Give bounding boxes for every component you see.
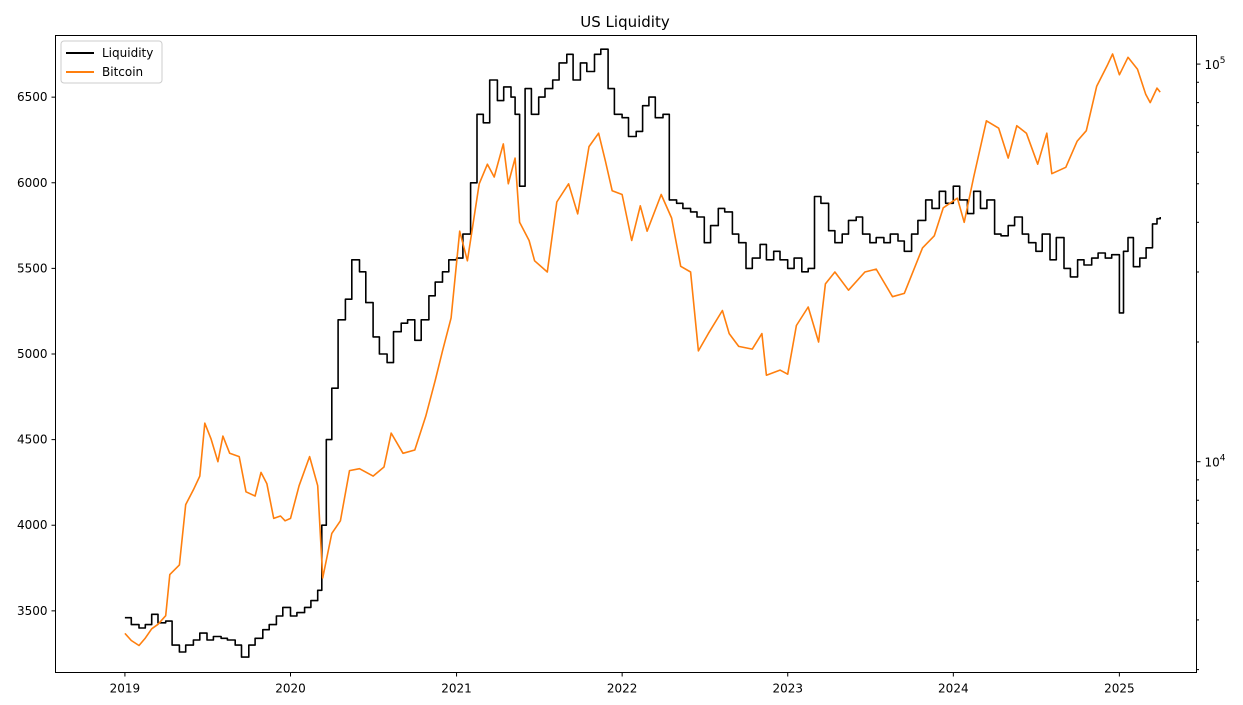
y-left-tick-label: 4500	[17, 433, 48, 447]
y-right-tick-label: 104	[1205, 454, 1226, 470]
tick-exponent: 5	[1220, 56, 1226, 66]
y-axis-left: 3500 4000 4500 5000 5500 6000 6500	[17, 90, 56, 618]
legend-entry: Liquidity	[102, 46, 153, 60]
y-left-tick-label: 5000	[17, 347, 48, 361]
tick-base: 10	[1205, 456, 1220, 470]
y-left-tick-label: 5500	[17, 261, 48, 275]
y-left-tick-label: 6500	[17, 90, 48, 104]
x-tick-label: 2019	[110, 682, 141, 696]
tick-base: 10	[1205, 58, 1220, 72]
plot-frame	[55, 35, 1197, 673]
x-tick-label: 2024	[938, 682, 969, 696]
series-line-liquidity	[124, 48, 1161, 658]
series-line-bitcoin	[124, 53, 1161, 647]
tick-exponent: 4	[1220, 454, 1226, 464]
legend-entry: Bitcoin	[102, 65, 143, 79]
x-tick-label: 2022	[607, 682, 638, 696]
chart-title: US Liquidity	[580, 13, 670, 31]
x-tick-label: 2025	[1104, 682, 1135, 696]
x-axis: 2019 2020 2021 2022 2023 2024 2025	[110, 672, 1135, 696]
y-left-tick-label: 4000	[17, 518, 48, 532]
x-tick-label: 2023	[772, 682, 803, 696]
y-left-tick-label: 6000	[17, 176, 48, 190]
series-layer	[124, 48, 1161, 658]
legend: Liquidity Bitcoin	[60, 40, 163, 84]
y-left-tick-label: 3500	[17, 604, 48, 618]
y-right-tick-label: 105	[1205, 56, 1226, 72]
x-tick-label: 2020	[275, 682, 306, 696]
x-tick-label: 2021	[441, 682, 472, 696]
